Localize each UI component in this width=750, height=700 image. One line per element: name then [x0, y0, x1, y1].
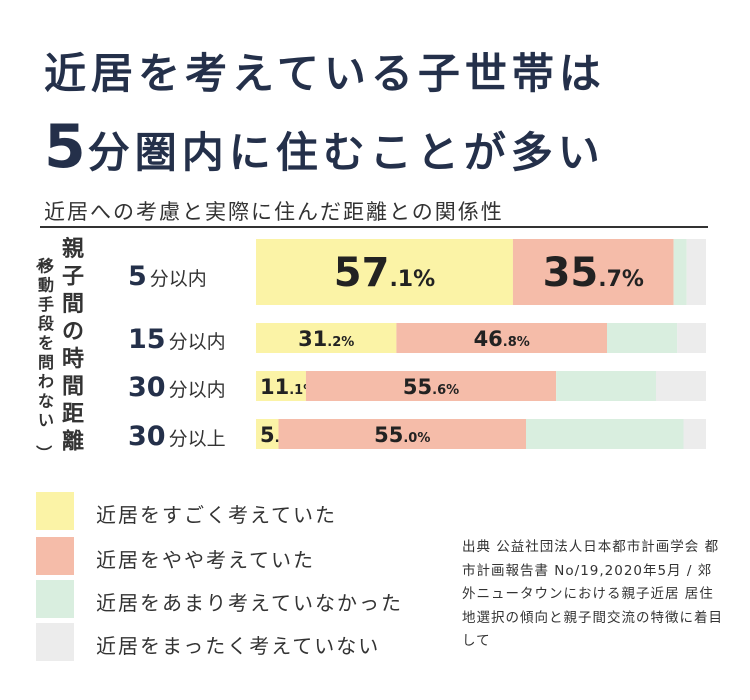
- bar-segment: [256, 371, 306, 401]
- bar-segment: [683, 419, 706, 449]
- bar-segment: [512, 239, 674, 305]
- bar-segment: [686, 239, 706, 305]
- legend-item: 近居をあまり考えていなかった: [30, 580, 450, 618]
- legend-label: 近居をやや考えていた: [96, 548, 315, 572]
- title-five-number: 5: [44, 112, 88, 182]
- legend-swatch: [36, 492, 74, 530]
- data-label: 31.2%: [298, 327, 354, 351]
- title-line-2: 5分圏内に住むことが多い: [44, 112, 605, 182]
- legend-item: 近居をやや考えていた: [30, 537, 450, 575]
- bar-segment: [677, 323, 706, 353]
- bar-segment: [256, 419, 279, 449]
- legend-swatch: [36, 623, 74, 661]
- data-label: 57.1%: [334, 250, 435, 296]
- bar-segment: [396, 323, 607, 353]
- legend-swatch: [36, 537, 74, 575]
- bar-segment: [256, 323, 397, 353]
- y-axis-label-main: 親子間の時間距離: [62, 237, 84, 455]
- legend-swatch: [36, 580, 74, 618]
- data-label: 55.6%: [403, 375, 459, 399]
- bar-segment: [556, 371, 657, 401]
- bar-segment: [673, 239, 687, 305]
- bar-segment: [656, 371, 706, 401]
- category-label: 30 分以上: [128, 421, 226, 452]
- category-label: 15 分以内: [128, 324, 226, 355]
- bar-segment: [526, 419, 684, 449]
- bar-segment: [278, 419, 526, 449]
- bar-segment: [305, 371, 557, 401]
- legend-label: 近居をまったく考えていない: [96, 634, 381, 658]
- bar-segment: [256, 239, 513, 305]
- category-label: 5 分以内: [128, 261, 207, 292]
- source-citation: 出典 公益社団法人日本都市計画学会 都市計画報告書 No/19,2020年5月 …: [462, 539, 723, 649]
- legend-item: 近居をすごく考えていた: [30, 492, 450, 530]
- data-label: 46.8%: [474, 327, 530, 351]
- data-label: 35.7%: [543, 250, 644, 296]
- y-axis-label-sub: （移動手段を問わない）: [34, 252, 55, 461]
- title-line-1: 近居を考えている子世帯は: [44, 49, 606, 98]
- title-line-2-text: 分圏内に住むことが多い: [87, 128, 605, 177]
- data-label: 55.0%: [374, 423, 430, 447]
- legend-label: 近居をあまり考えていなかった: [96, 591, 403, 615]
- chart-subtitle: 近居への考慮と実際に住んだ距離との関係性: [44, 200, 504, 224]
- legend-label: 近居をすごく考えていた: [96, 503, 337, 527]
- bar-segment: [607, 323, 678, 353]
- legend-item: 近居をまったく考えていない: [30, 623, 450, 661]
- category-label: 30 分以内: [128, 372, 226, 403]
- subtitle-rule: [40, 226, 708, 228]
